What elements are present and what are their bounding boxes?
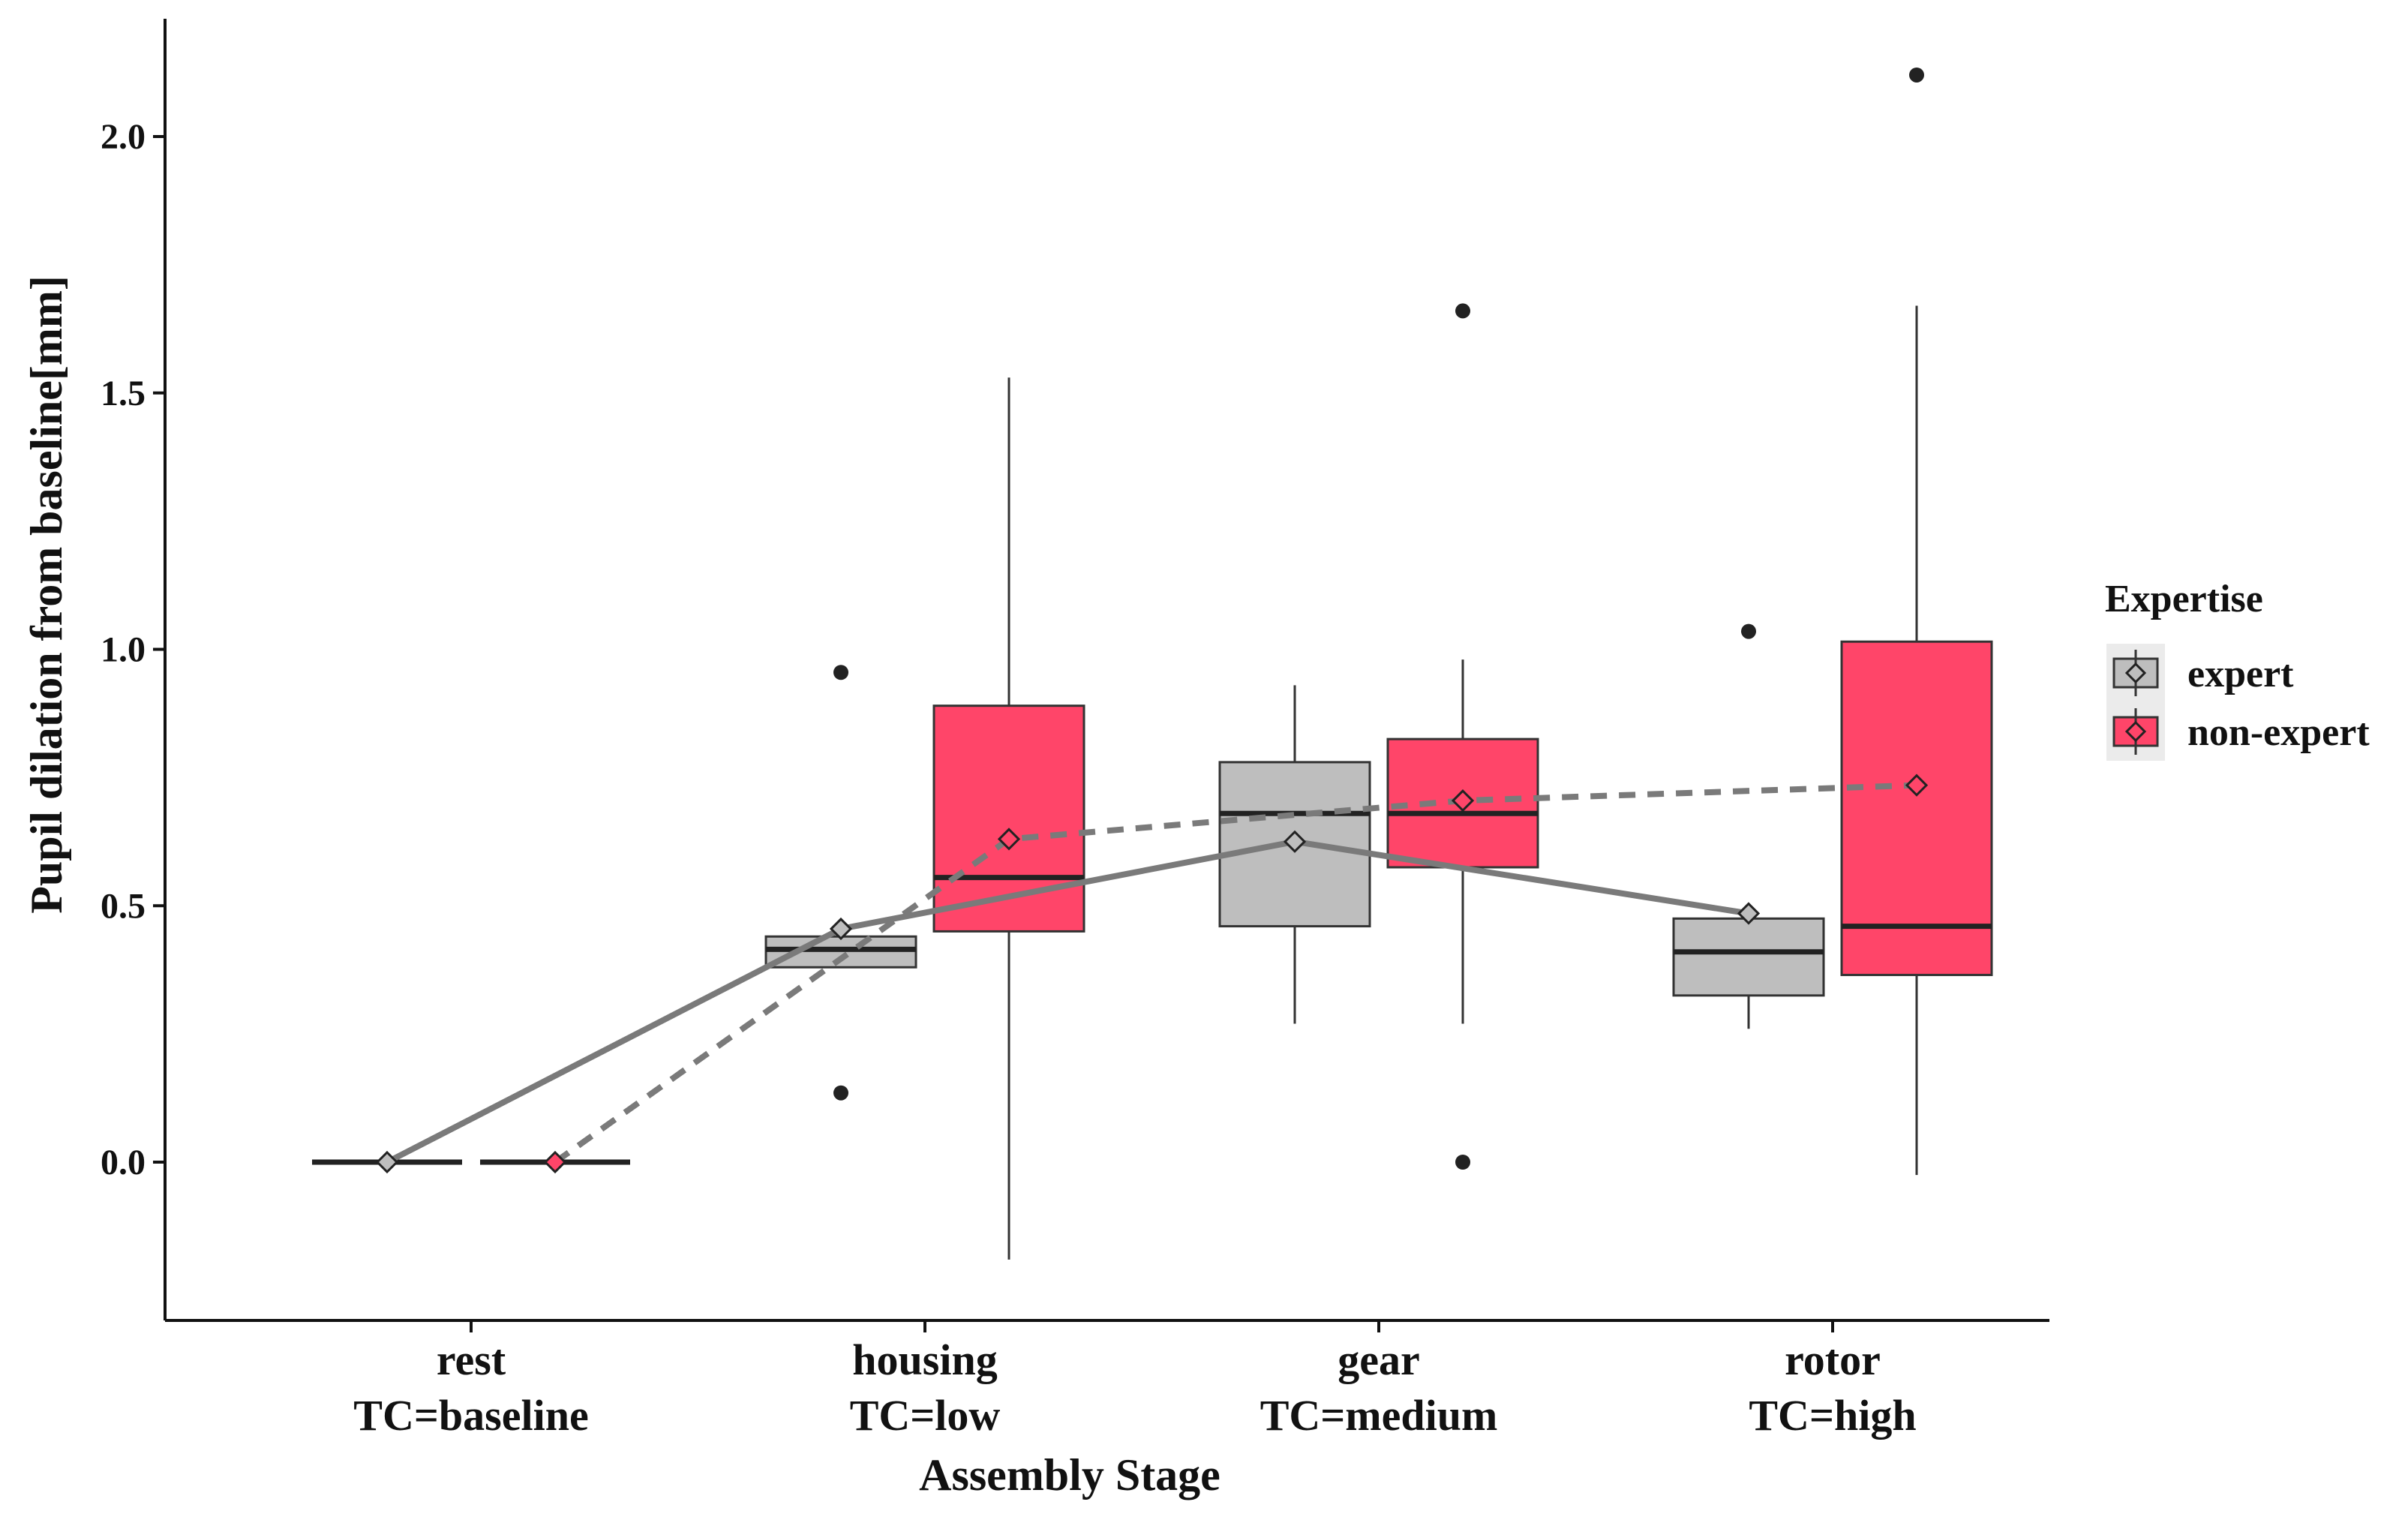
legend-label-non-expert: non-expert bbox=[2187, 711, 2370, 754]
mean-marker-expert-housing bbox=[829, 917, 853, 941]
mean-line-non-expert bbox=[553, 782, 1917, 1165]
y-axis-title: Pupil dilation from baseline[mm] bbox=[22, 275, 71, 914]
x-tick-label-gear: gear bbox=[1338, 1335, 1420, 1384]
mean-marker-non-expert-rest bbox=[543, 1150, 567, 1174]
legend: Expertise expert non-expert bbox=[2105, 578, 2370, 761]
outlier-non-expert-rotor bbox=[1909, 67, 1924, 83]
x-tick-label-tc: TC=medium bbox=[1260, 1391, 1498, 1440]
y-tick-label: 1.0 bbox=[101, 630, 146, 670]
box-layer bbox=[312, 67, 1993, 1260]
x-tick-label-tc: TC=high bbox=[1749, 1391, 1916, 1440]
x-tick-label-tc: TC=baseline bbox=[353, 1391, 588, 1440]
mean-marker-layer bbox=[375, 774, 1929, 1174]
label-layer: 0.0 0.5 1.0 1.5 2.0 rest TC=baseline housing TC=… bbox=[22, 117, 1917, 1500]
box-non-expert-rotor bbox=[1840, 640, 1993, 977]
outlier-non-expert-gear bbox=[1455, 1155, 1470, 1170]
y-tick-label: 1.5 bbox=[101, 374, 146, 413]
outlier-expert-housing bbox=[833, 1085, 848, 1101]
mean-line-expert bbox=[386, 838, 1749, 1165]
outlier-expert-rotor bbox=[1741, 623, 1756, 639]
legend-mean-marker bbox=[2124, 662, 2147, 684]
legend-title: Expertise bbox=[2105, 578, 2263, 620]
outlier-expert-housing bbox=[833, 665, 848, 680]
legend-label-expert: expert bbox=[2187, 653, 2294, 695]
x-axis-title: Assembly Stage bbox=[919, 1450, 1221, 1500]
mean-marker-non-expert-gear bbox=[1451, 789, 1475, 813]
mean-marker-expert-gear bbox=[1283, 830, 1307, 853]
legend-mean-marker bbox=[2124, 720, 2147, 743]
mean-marker-expert-rest bbox=[375, 1150, 399, 1174]
x-tick-label-tc: TC=low bbox=[850, 1391, 1001, 1440]
mean-line-layer bbox=[386, 782, 1917, 1165]
mean-marker-non-expert-rotor bbox=[1905, 774, 1929, 797]
mean-marker-expert-rotor bbox=[1737, 902, 1761, 925]
box-non-expert-gear bbox=[1386, 737, 1539, 869]
outlier-non-expert-gear bbox=[1455, 303, 1470, 319]
y-tick-label: 0.0 bbox=[101, 1143, 146, 1182]
box-expert-rotor bbox=[1672, 917, 1825, 997]
y-tick-label: 2.0 bbox=[101, 117, 146, 157]
x-tick-label-rotor: rotor bbox=[1785, 1335, 1881, 1384]
x-tick-label-rest: rest bbox=[437, 1335, 506, 1384]
mean-marker-non-expert-housing bbox=[997, 828, 1021, 851]
x-tick-label-housing: housing bbox=[852, 1335, 997, 1384]
y-tick-label: 0.5 bbox=[101, 886, 146, 926]
axes bbox=[153, 19, 2049, 1332]
